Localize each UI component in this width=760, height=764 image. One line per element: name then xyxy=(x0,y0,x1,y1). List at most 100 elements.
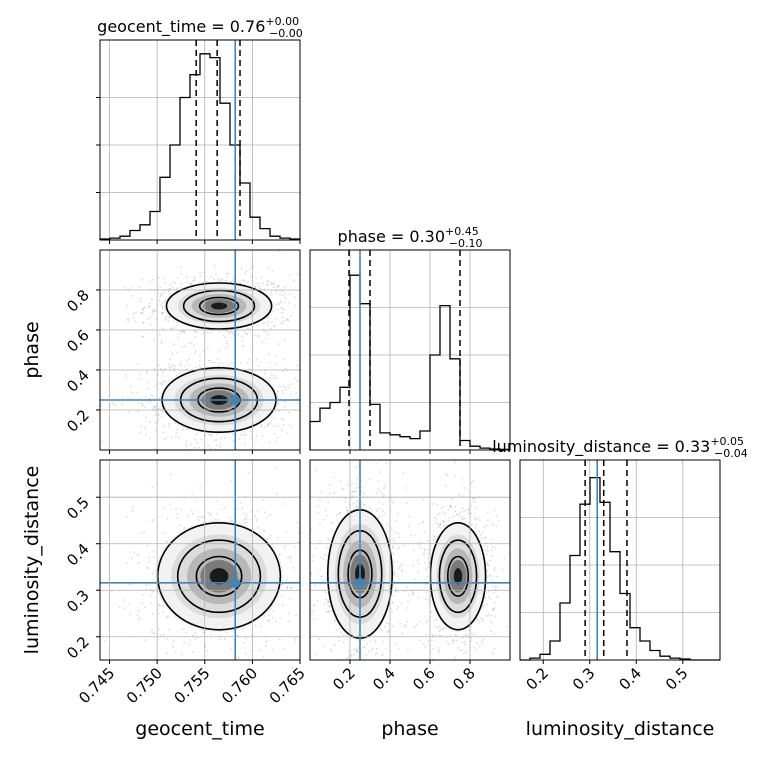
sample-point xyxy=(174,651,177,654)
sample-point xyxy=(168,288,171,290)
sample-point xyxy=(484,596,487,599)
sample-point xyxy=(171,644,174,647)
sample-point xyxy=(180,287,182,289)
sample-point xyxy=(226,276,229,278)
sample-point xyxy=(487,519,489,522)
sample-point xyxy=(288,383,291,386)
sample-point xyxy=(476,642,478,645)
sample-point xyxy=(206,331,209,334)
sample-point xyxy=(221,329,224,332)
sample-point xyxy=(177,437,180,440)
sample-point xyxy=(356,500,358,503)
sample-point xyxy=(408,594,411,597)
sample-point xyxy=(281,370,284,373)
sample-point xyxy=(148,561,151,564)
sample-point xyxy=(481,531,484,534)
sample-point xyxy=(284,301,286,304)
sample-point xyxy=(146,372,149,375)
sample-point xyxy=(151,394,154,397)
sample-point xyxy=(452,639,455,641)
sample-point xyxy=(132,506,134,509)
sample-point xyxy=(351,483,353,485)
sample-point xyxy=(206,650,209,652)
sample-point xyxy=(154,429,157,432)
sample-point xyxy=(391,601,394,604)
sample-point xyxy=(431,648,434,651)
sample-point xyxy=(391,625,394,628)
sample-point xyxy=(174,435,177,438)
sample-point xyxy=(217,277,220,280)
sample-point xyxy=(185,360,188,363)
sample-point xyxy=(139,373,141,376)
sample-point xyxy=(152,308,155,311)
sample-point xyxy=(294,545,297,548)
sample-point xyxy=(454,633,457,636)
sample-point xyxy=(151,311,154,314)
sample-point xyxy=(237,656,240,659)
sample-point xyxy=(278,385,281,388)
sample-point xyxy=(195,433,198,436)
sample-point xyxy=(128,397,131,400)
sample-point xyxy=(174,282,177,284)
sample-point xyxy=(193,275,195,278)
sample-point xyxy=(283,286,286,289)
sample-point xyxy=(276,308,279,311)
sample-point xyxy=(486,546,489,549)
sample-point xyxy=(336,669,338,671)
sample-point xyxy=(503,557,506,559)
sample-point xyxy=(382,503,385,506)
sample-point xyxy=(369,671,371,673)
sample-point xyxy=(210,633,212,636)
sample-point xyxy=(292,279,295,282)
sample-point xyxy=(279,617,282,620)
sample-point xyxy=(491,523,494,526)
sample-point xyxy=(438,649,440,652)
sample-point xyxy=(159,295,161,298)
sample-point xyxy=(169,283,172,286)
sample-point xyxy=(139,616,141,619)
sample-point xyxy=(245,518,248,521)
sample-point xyxy=(152,570,155,572)
sample-point xyxy=(483,604,485,607)
sample-point xyxy=(329,483,332,486)
sample-point xyxy=(375,462,377,465)
sample-point xyxy=(154,318,157,320)
sample-point xyxy=(484,536,487,539)
sample-point xyxy=(267,422,270,425)
sample-point xyxy=(486,553,488,555)
sample-point xyxy=(368,478,371,481)
sample-point xyxy=(487,550,489,553)
sample-point xyxy=(152,613,154,615)
sample-point xyxy=(313,617,316,620)
sample-point xyxy=(169,358,172,360)
sample-point xyxy=(371,648,374,651)
sample-point xyxy=(266,284,269,287)
sample-point xyxy=(487,613,490,616)
sample-point xyxy=(425,633,427,636)
sample-point xyxy=(231,433,234,436)
sample-point xyxy=(194,438,196,441)
sample-point xyxy=(250,649,252,652)
sample-point xyxy=(192,279,195,282)
sample-point xyxy=(240,267,243,270)
sample-point xyxy=(424,645,427,648)
sample-point xyxy=(492,592,495,594)
sample-point xyxy=(435,518,437,521)
sample-point xyxy=(256,358,258,361)
sample-point xyxy=(141,335,144,338)
sample-point xyxy=(455,513,458,516)
sample-point xyxy=(207,511,210,514)
sample-point xyxy=(169,327,172,330)
sample-point xyxy=(144,405,147,408)
sample-point xyxy=(280,429,283,432)
sample-point xyxy=(427,540,429,542)
sample-point xyxy=(473,633,475,636)
sample-point xyxy=(154,309,157,312)
sample-point xyxy=(439,527,442,529)
sample-point xyxy=(246,361,249,364)
sample-point xyxy=(165,540,168,543)
sample-point xyxy=(232,332,235,335)
sample-point xyxy=(425,583,428,586)
y-axis-label-phase: phase xyxy=(21,321,43,378)
sample-point xyxy=(514,555,516,557)
